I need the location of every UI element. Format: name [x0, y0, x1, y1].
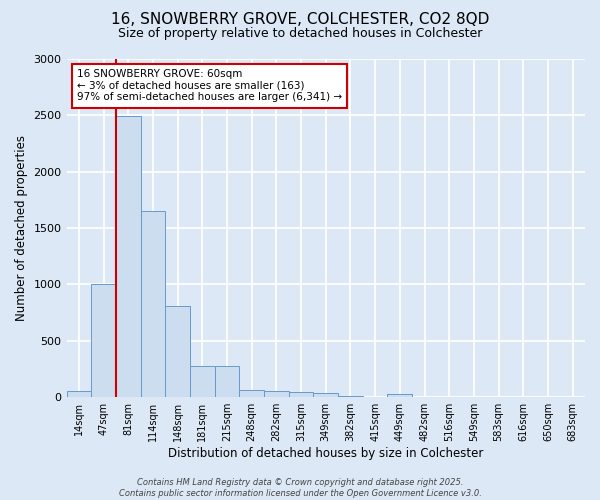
Bar — [165, 306, 190, 397]
Bar — [116, 116, 140, 397]
Text: 16, SNOWBERRY GROVE, COLCHESTER, CO2 8QD: 16, SNOWBERRY GROVE, COLCHESTER, CO2 8QD — [111, 12, 489, 28]
Bar — [289, 392, 313, 397]
X-axis label: Distribution of detached houses by size in Colchester: Distribution of detached houses by size … — [168, 447, 484, 460]
Bar — [215, 366, 239, 397]
Bar — [264, 391, 289, 397]
Text: Size of property relative to detached houses in Colchester: Size of property relative to detached ho… — [118, 28, 482, 40]
Y-axis label: Number of detached properties: Number of detached properties — [15, 135, 28, 321]
Bar — [140, 211, 165, 397]
Bar — [239, 390, 264, 397]
Bar — [91, 284, 116, 397]
Text: Contains HM Land Registry data © Crown copyright and database right 2025.
Contai: Contains HM Land Registry data © Crown c… — [119, 478, 481, 498]
Bar — [190, 366, 215, 397]
Text: 16 SNOWBERRY GROVE: 60sqm
← 3% of detached houses are smaller (163)
97% of semi-: 16 SNOWBERRY GROVE: 60sqm ← 3% of detach… — [77, 69, 342, 102]
Bar — [313, 394, 338, 397]
Bar — [67, 391, 91, 397]
Bar — [388, 394, 412, 397]
Bar — [338, 396, 363, 397]
Bar — [363, 396, 388, 397]
